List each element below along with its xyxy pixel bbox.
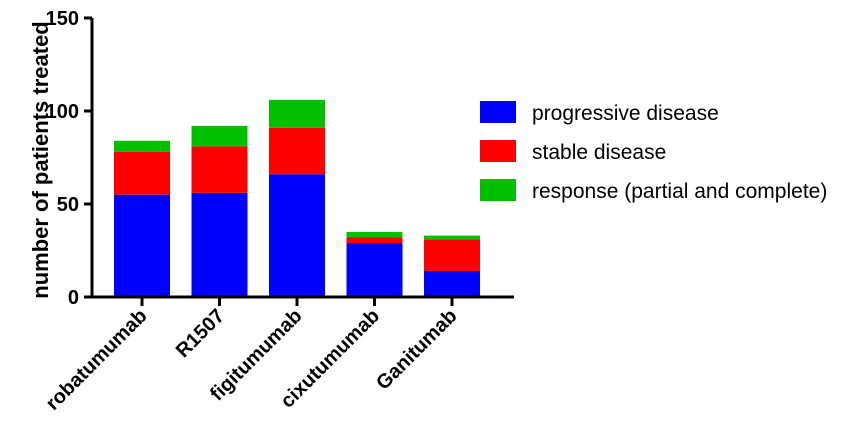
bar-robatumumab-series-1 [114,151,170,195]
bar-ganitumab-series-1 [424,239,480,271]
x-tick-label-robatumumab: robatumumab [42,305,152,415]
x-tick-label-r1507: R1507 [172,305,229,362]
legend-swatch-0 [480,101,516,123]
y-tick-label-100: 100 [46,101,79,123]
y-tick-label-150: 150 [46,8,79,30]
bar-cixutumumab-series-0 [346,243,403,297]
legend-label-1: stable disease [532,141,666,164]
bar-r1507-series-0 [191,192,248,297]
bar-cixutumumab-series-2 [346,231,403,238]
legend-swatch-1 [480,140,516,162]
bar-r1507-series-2 [191,125,248,147]
bar-robatumumab-series-2 [114,140,170,152]
x-tick-label-ganitumab: Ganitumab [372,305,461,394]
y-tick-label-0: 0 [68,287,79,309]
legend-label-0: progressive disease [532,102,719,125]
bar-ganitumab-series-2 [424,235,480,240]
bar-r1507-series-1 [191,146,248,193]
y-tick-label-50: 50 [57,194,79,216]
bar-ganitumab-series-0 [424,270,480,297]
legend: progressive disease stable disease respons… [480,101,827,203]
bar-robatumumab-series-0 [114,194,170,297]
legend-label-2: response (partial and complete) [532,180,827,203]
y-axis-title: number of patients treated [28,21,53,298]
legend-swatch-2 [480,179,516,201]
bar-figitumumab-series-2 [269,99,325,128]
bar-figitumumab-series-1 [269,127,325,175]
bar-cixutumumab-series-1 [346,237,403,244]
bar-figitumumab-series-0 [269,174,325,297]
